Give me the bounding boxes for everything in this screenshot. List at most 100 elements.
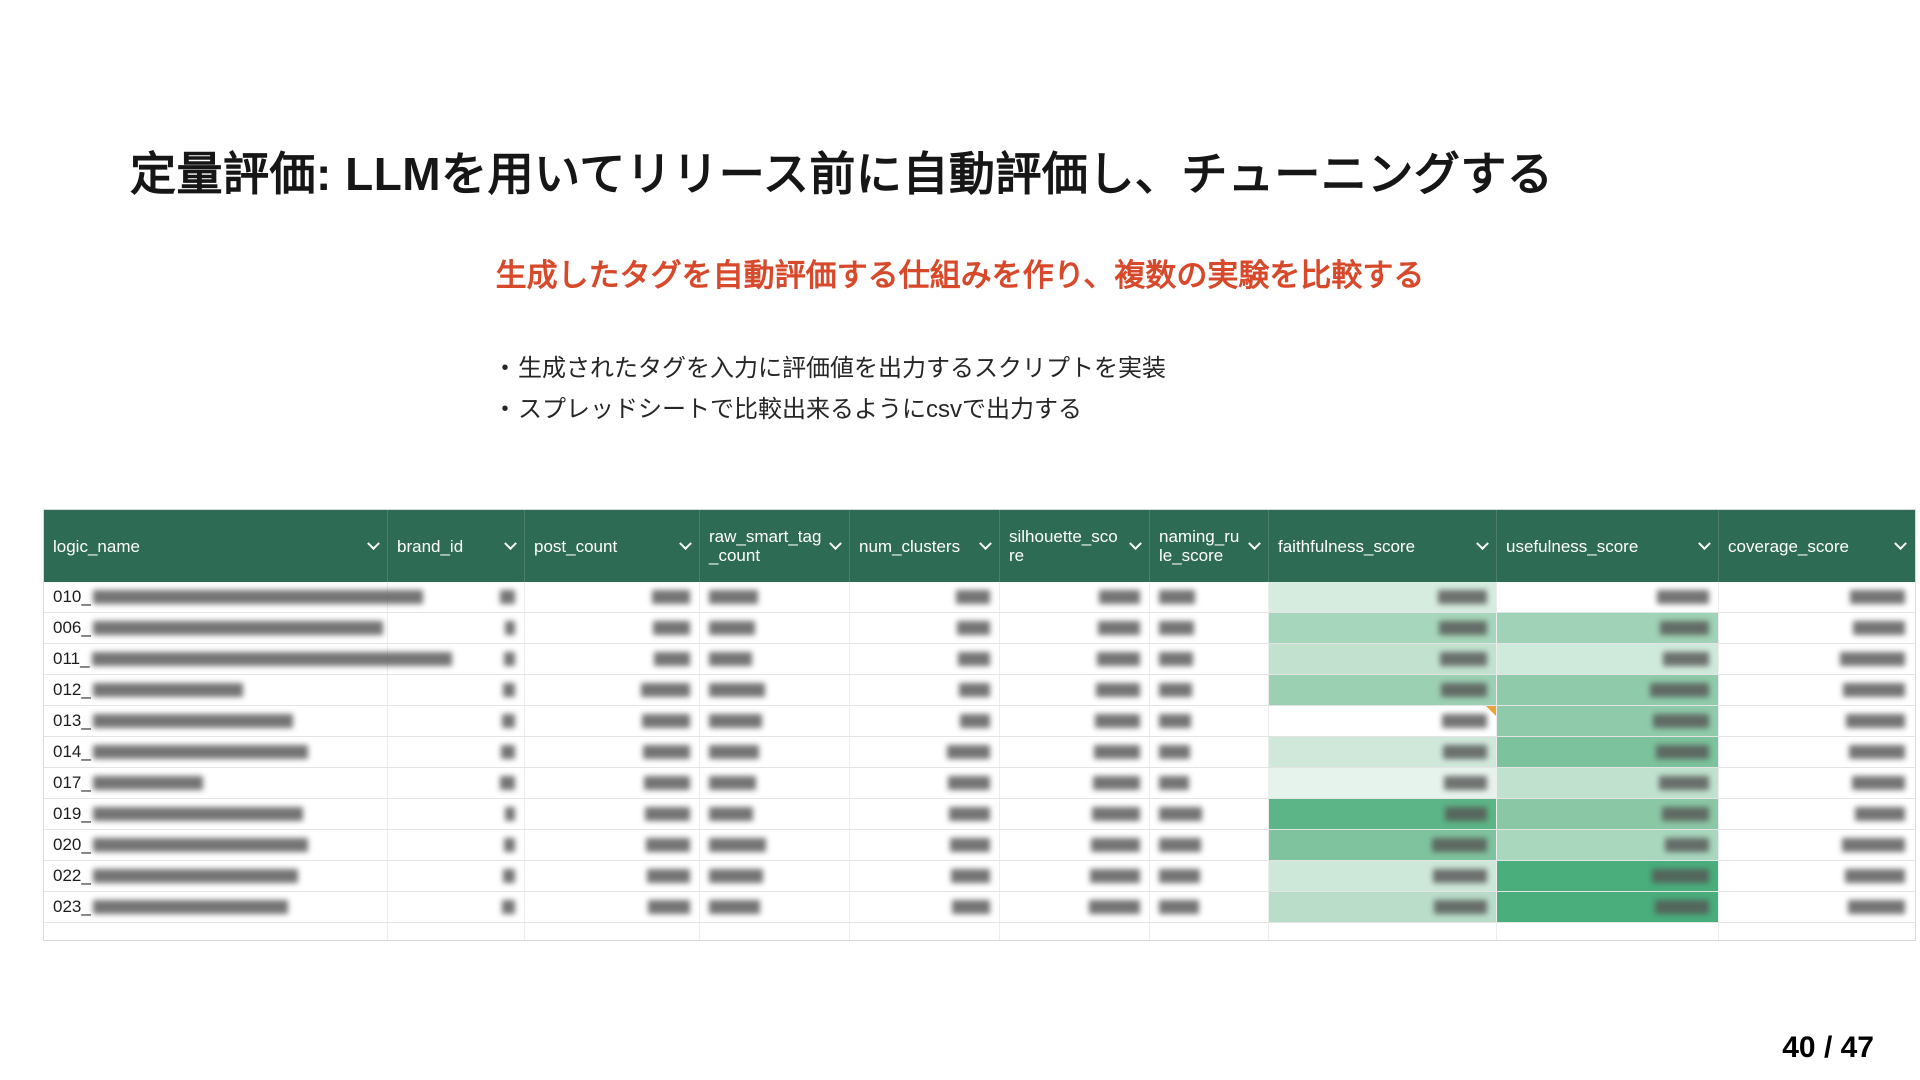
cell[interactable] xyxy=(525,799,700,829)
cell[interactable] xyxy=(1150,923,1269,940)
cell[interactable] xyxy=(1150,675,1269,705)
cell[interactable] xyxy=(1719,861,1914,891)
cell[interactable] xyxy=(388,768,525,798)
cell[interactable] xyxy=(1000,644,1150,674)
column-header-logic_name[interactable]: logic_name xyxy=(44,510,388,582)
cell[interactable] xyxy=(1497,892,1719,922)
cell[interactable] xyxy=(1150,861,1269,891)
cell[interactable]: 010_ xyxy=(44,582,423,612)
cell[interactable] xyxy=(388,830,525,860)
cell[interactable] xyxy=(388,892,525,922)
cell[interactable] xyxy=(525,923,700,940)
cell[interactable]: 020_ xyxy=(44,830,388,860)
cell[interactable] xyxy=(388,706,525,736)
cell[interactable] xyxy=(1150,799,1269,829)
cell[interactable] xyxy=(1719,799,1914,829)
filter-chevron-down-icon[interactable] xyxy=(1129,536,1142,550)
cell[interactable] xyxy=(1000,892,1150,922)
cell[interactable] xyxy=(1000,768,1150,798)
cell[interactable] xyxy=(1269,892,1497,922)
cell[interactable] xyxy=(850,861,1000,891)
cell[interactable] xyxy=(1269,706,1497,736)
cell[interactable]: 011_ xyxy=(44,644,452,674)
cell[interactable] xyxy=(1719,768,1914,798)
cell[interactable] xyxy=(1150,892,1269,922)
cell[interactable] xyxy=(1000,923,1150,940)
cell[interactable] xyxy=(1000,861,1150,891)
cell[interactable] xyxy=(700,675,850,705)
cell[interactable] xyxy=(1269,923,1497,940)
cell[interactable] xyxy=(525,737,700,767)
cell[interactable] xyxy=(1497,768,1719,798)
cell[interactable] xyxy=(388,582,525,612)
cell[interactable]: 017_ xyxy=(44,768,388,798)
cell[interactable] xyxy=(700,923,850,940)
cell[interactable] xyxy=(1497,675,1719,705)
cell[interactable] xyxy=(525,644,700,674)
cell[interactable]: 023_ xyxy=(44,892,388,922)
cell[interactable] xyxy=(525,582,700,612)
column-header-brand_id[interactable]: brand_id xyxy=(388,510,525,582)
cell[interactable] xyxy=(1719,830,1914,860)
cell[interactable] xyxy=(1269,737,1497,767)
cell[interactable] xyxy=(1000,799,1150,829)
filter-chevron-down-icon[interactable] xyxy=(367,536,380,550)
cell[interactable] xyxy=(525,861,700,891)
column-header-faithfulness_score[interactable]: faithfulness_score xyxy=(1269,510,1497,582)
filter-chevron-down-icon[interactable] xyxy=(1248,536,1261,550)
cell[interactable] xyxy=(850,799,1000,829)
cell[interactable] xyxy=(1497,613,1719,643)
cell[interactable]: 006_ xyxy=(44,613,388,643)
cell[interactable] xyxy=(388,923,525,940)
cell[interactable]: 022_ xyxy=(44,861,388,891)
cell[interactable] xyxy=(1719,737,1914,767)
cell[interactable] xyxy=(525,675,700,705)
cell[interactable] xyxy=(1497,737,1719,767)
cell[interactable] xyxy=(44,923,388,940)
cell[interactable] xyxy=(1269,644,1497,674)
cell[interactable] xyxy=(525,830,700,860)
cell[interactable] xyxy=(700,582,850,612)
cell[interactable] xyxy=(1150,737,1269,767)
cell[interactable] xyxy=(1000,737,1150,767)
column-header-naming_rule_score[interactable]: naming_rule_score xyxy=(1150,510,1269,582)
cell[interactable] xyxy=(850,582,1000,612)
cell[interactable] xyxy=(1497,706,1719,736)
cell[interactable] xyxy=(1150,706,1269,736)
cell[interactable] xyxy=(1000,613,1150,643)
cell[interactable] xyxy=(1497,861,1719,891)
filter-chevron-down-icon[interactable] xyxy=(829,536,842,550)
column-header-coverage_score[interactable]: coverage_score xyxy=(1719,510,1914,582)
cell[interactable] xyxy=(1000,706,1150,736)
cell[interactable]: 014_ xyxy=(44,737,388,767)
cell[interactable] xyxy=(850,892,1000,922)
cell[interactable] xyxy=(850,706,1000,736)
column-header-raw_smart_tag_count[interactable]: raw_smart_tag_count xyxy=(700,510,850,582)
filter-chevron-down-icon[interactable] xyxy=(1698,536,1711,550)
cell[interactable] xyxy=(700,799,850,829)
filter-chevron-down-icon[interactable] xyxy=(504,536,517,550)
cell[interactable] xyxy=(1000,675,1150,705)
cell[interactable] xyxy=(850,737,1000,767)
cell[interactable] xyxy=(525,768,700,798)
cell[interactable]: 013_ xyxy=(44,706,388,736)
cell[interactable] xyxy=(1000,830,1150,860)
column-header-num_clusters[interactable]: num_clusters xyxy=(850,510,1000,582)
column-header-usefulness_score[interactable]: usefulness_score xyxy=(1497,510,1719,582)
column-header-silhouette_score[interactable]: silhouette_score xyxy=(1000,510,1150,582)
cell[interactable] xyxy=(388,613,525,643)
cell[interactable] xyxy=(388,737,525,767)
cell[interactable] xyxy=(1497,644,1719,674)
cell[interactable] xyxy=(1719,644,1914,674)
cell[interactable] xyxy=(1269,675,1497,705)
cell[interactable] xyxy=(850,644,1000,674)
cell[interactable] xyxy=(1719,613,1914,643)
cell[interactable] xyxy=(388,799,525,829)
cell[interactable] xyxy=(525,892,700,922)
cell[interactable] xyxy=(525,613,700,643)
cell[interactable] xyxy=(1497,582,1719,612)
cell[interactable] xyxy=(1497,830,1719,860)
cell[interactable] xyxy=(700,768,850,798)
cell[interactable] xyxy=(1719,675,1914,705)
filter-chevron-down-icon[interactable] xyxy=(679,536,692,550)
